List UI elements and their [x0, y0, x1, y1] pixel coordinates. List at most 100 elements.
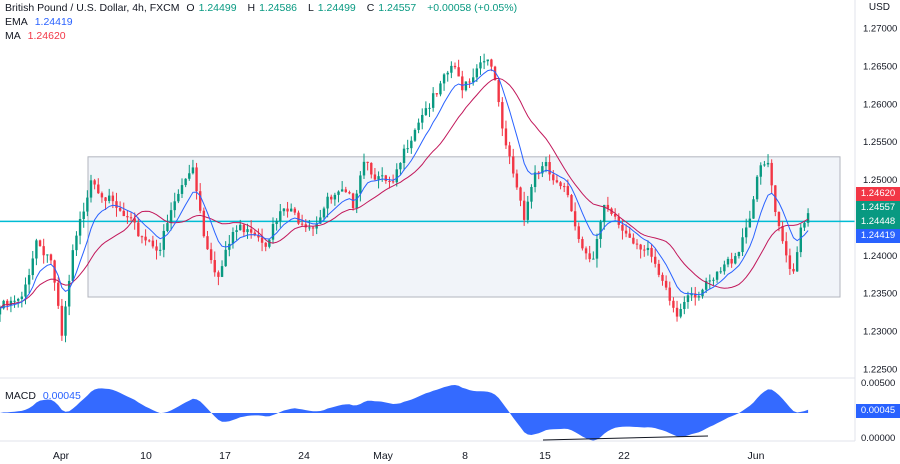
candle-body: [133, 218, 136, 223]
candle-body: [366, 161, 369, 163]
ema-price-tag: 1.24419: [856, 229, 900, 243]
close-price-tag: 1.24557: [856, 201, 900, 215]
macd-value: 0.00045: [42, 390, 81, 402]
candle-body: [559, 182, 562, 187]
divergence-trendline[interactable]: [542, 435, 709, 441]
candle-body: [137, 222, 140, 237]
ma-line: [0, 77, 809, 309]
candle-body: [370, 162, 373, 175]
candle-body: [217, 272, 220, 277]
candle-body: [745, 227, 748, 238]
change-value: +0.00058 (+0.05%): [427, 2, 518, 14]
candle-body: [184, 178, 187, 186]
candle-body: [35, 240, 38, 259]
candle-body: [479, 62, 482, 69]
candle-body: [286, 208, 289, 212]
candle-body: [60, 305, 64, 336]
price-axis[interactable]: 1.270001.265001.260001.255001.250001.245…: [863, 24, 897, 376]
symbol-title: British Pound / U.S. Dollar, 4h, FXCM: [5, 2, 180, 14]
candle-body: [17, 298, 20, 301]
candle-body: [384, 175, 388, 182]
macd-legend[interactable]: MACD 0.00045: [5, 390, 85, 403]
candle-body: [242, 224, 246, 233]
candle-body: [282, 208, 286, 212]
candle-body: [89, 180, 93, 198]
candle-body: [472, 77, 475, 83]
candle-body: [573, 211, 577, 227]
candle-body: [675, 307, 679, 317]
candle-body: [180, 185, 184, 194]
candle-body: [650, 247, 653, 257]
candle-body: [402, 148, 406, 163]
candle-body: [268, 239, 271, 247]
candle-body: [643, 249, 646, 251]
candle-body: [122, 210, 125, 217]
candle-body: [148, 240, 151, 242]
candle-body: [297, 212, 300, 224]
candle-body: [533, 172, 537, 188]
candle-body: [708, 280, 711, 282]
candle-body: [348, 192, 351, 194]
candle-body: [799, 227, 802, 253]
candle-body: [151, 240, 155, 247]
candle-body: [202, 210, 206, 237]
candle-body: [300, 223, 304, 225]
candle-body: [64, 306, 67, 336]
candle-body: [6, 300, 9, 306]
candle-body: [158, 249, 162, 251]
candle-body: [453, 65, 457, 68]
candle-body: [741, 237, 744, 253]
candle-body: [373, 174, 377, 180]
candle-body: [635, 243, 639, 245]
candle-body: [515, 173, 519, 188]
candle-body: [439, 83, 442, 95]
candle-body: [111, 195, 115, 202]
candle-body: [639, 244, 642, 250]
time-axis[interactable]: Apr 10 17 24 May 8 15 22 Jun: [53, 450, 765, 462]
candle-body: [169, 210, 173, 224]
ema-value: 1.24419: [34, 16, 73, 28]
candle-body: [621, 224, 624, 231]
candle-body: [657, 263, 661, 275]
candle-body: [224, 249, 227, 267]
candle-body: [442, 74, 446, 84]
ema-line: [0, 69, 809, 309]
high-value: H 1.24586: [247, 2, 298, 14]
candle-body: [763, 164, 766, 166]
candle-body: [126, 216, 129, 218]
candle-body: [777, 212, 781, 227]
macd-label: MACD: [5, 390, 36, 402]
ma-value: 1.24620: [27, 30, 66, 42]
candle-body: [173, 201, 176, 211]
candle-body: [27, 275, 31, 285]
candle-body: [140, 236, 144, 238]
candle-body: [493, 66, 497, 81]
candle-body: [661, 274, 664, 281]
candle-body: [97, 184, 100, 194]
candle-body: [581, 239, 584, 249]
candle-body: [118, 207, 122, 211]
ma-legend[interactable]: MA 1.24620: [5, 30, 70, 43]
candle-body: [686, 295, 690, 302]
candle-body: [71, 250, 74, 281]
candle-body: [504, 128, 508, 146]
candle-body: [391, 181, 395, 183]
candle-body: [759, 165, 762, 177]
candle-body: [53, 260, 56, 283]
candle-body: [734, 256, 737, 264]
macd-axis: 0.00500 0.00000: [861, 378, 895, 444]
candle-body: [588, 253, 591, 260]
candle-body: [388, 181, 391, 183]
candle-body: [421, 114, 424, 123]
candle-body: [264, 242, 267, 247]
candle-body: [24, 284, 27, 297]
time-tick-label: 22: [618, 450, 630, 462]
candle-body: [260, 237, 264, 243]
candle-body: [209, 249, 213, 261]
ema-legend[interactable]: EMA 1.24419: [5, 16, 77, 29]
low-value: L 1.24499: [307, 2, 356, 14]
price-tick-label: 1.25000: [863, 175, 897, 186]
time-tick-label: May: [373, 450, 394, 462]
